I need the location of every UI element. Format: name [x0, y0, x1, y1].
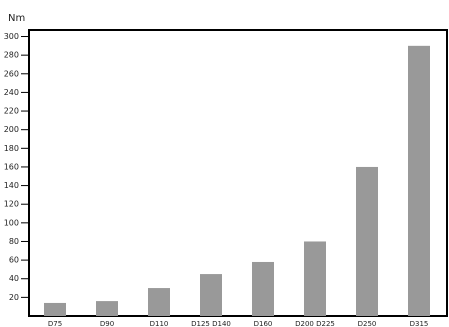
bar	[356, 166, 378, 316]
y-tick-label: 60	[9, 256, 19, 265]
y-tick-label: 80	[9, 237, 19, 246]
bar	[200, 274, 222, 316]
x-tick-label: D110	[150, 320, 169, 327]
y-tick-label: 160	[4, 162, 19, 171]
y-tick-label: 200	[4, 125, 19, 134]
y-tick-label: 140	[4, 181, 19, 190]
y-tick-label: 180	[4, 144, 19, 153]
y-tick-label: 260	[4, 69, 19, 78]
y-tick-label: 220	[4, 107, 19, 116]
x-tick-label: D315	[410, 320, 429, 327]
bar	[96, 301, 118, 316]
y-tick-label: 300	[4, 32, 19, 41]
y-axis-label: Nm	[8, 13, 25, 24]
bar	[304, 241, 326, 316]
y-tick-label: 240	[4, 88, 19, 97]
y-tick-label: 280	[4, 51, 19, 60]
y-tick-label: 20	[9, 293, 19, 302]
bar	[44, 302, 66, 316]
bar	[148, 288, 170, 316]
plot-frame	[28, 29, 448, 317]
x-tick-label: D90	[100, 320, 114, 327]
x-tick-label: D200 D225	[295, 320, 335, 327]
x-tick-label: D250	[358, 320, 377, 327]
x-tick-label: D125 D140	[191, 320, 231, 327]
bar	[252, 261, 274, 316]
x-tick-label: D160	[254, 320, 273, 327]
bar	[408, 45, 430, 317]
y-tick-label: 40	[9, 274, 19, 283]
y-tick-label: 100	[4, 218, 19, 227]
x-tick-label: D75	[48, 320, 62, 327]
y-tick-label: 120	[4, 200, 19, 209]
